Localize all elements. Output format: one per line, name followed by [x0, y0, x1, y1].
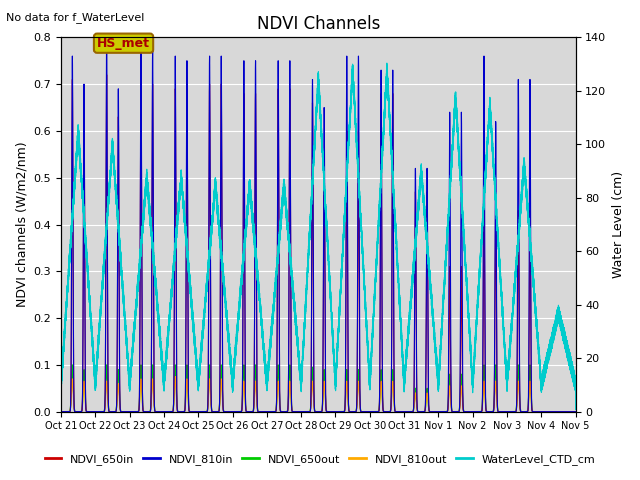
Y-axis label: NDVI channels (W/m2/nm): NDVI channels (W/m2/nm)	[15, 142, 28, 307]
Y-axis label: Water Level (cm): Water Level (cm)	[612, 171, 625, 278]
Title: NDVI Channels: NDVI Channels	[257, 15, 380, 33]
Text: HS_met: HS_met	[97, 36, 150, 50]
Text: No data for f_WaterLevel: No data for f_WaterLevel	[6, 12, 145, 23]
Legend: NDVI_650in, NDVI_810in, NDVI_650out, NDVI_810out, WaterLevel_CTD_cm: NDVI_650in, NDVI_810in, NDVI_650out, NDV…	[40, 450, 600, 469]
